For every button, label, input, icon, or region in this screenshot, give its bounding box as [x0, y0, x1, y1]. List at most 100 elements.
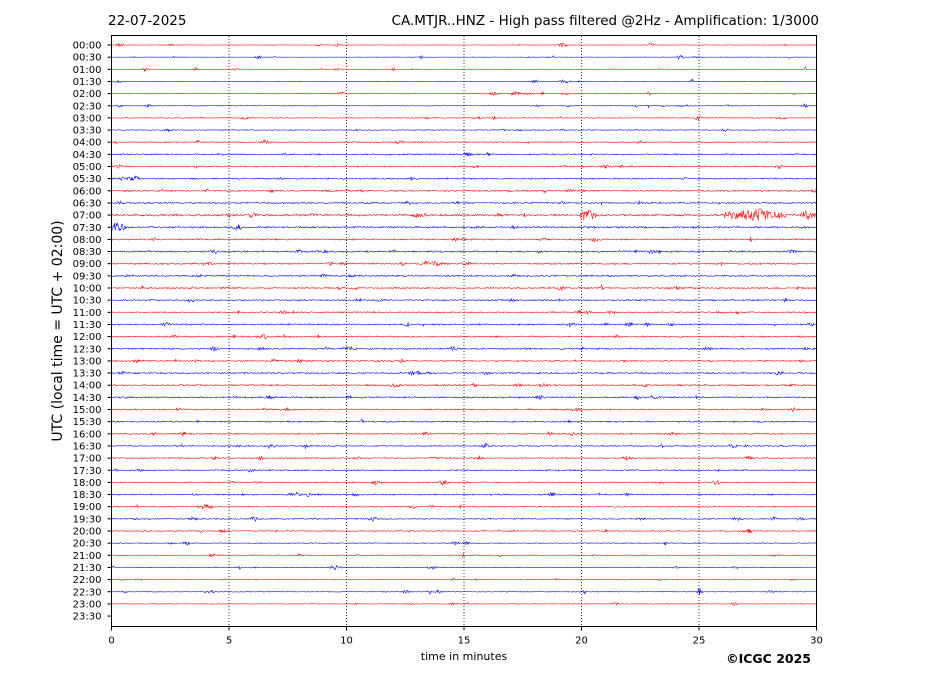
x-tick-label: 20 — [575, 636, 588, 647]
y-tick-label: 22:30 — [73, 587, 102, 598]
y-tick-label: 18:00 — [73, 478, 102, 489]
y-tick-label: 21:00 — [73, 551, 102, 562]
trace-row — [111, 151, 817, 157]
copyright-label: ©ICGC 2025 — [726, 651, 811, 666]
x-tick-label: 15 — [458, 636, 471, 647]
trace-row — [111, 297, 817, 303]
y-tick-label: 05:00 — [73, 162, 102, 173]
y-tick-label: 22:00 — [73, 575, 102, 586]
trace-row — [111, 394, 817, 401]
trace-row — [111, 283, 817, 291]
trace-row — [111, 528, 817, 534]
trace-row — [111, 564, 817, 571]
y-tick-label: 17:00 — [73, 454, 102, 465]
y-tick-label: 02:00 — [73, 89, 102, 100]
trace-row — [111, 200, 817, 206]
trace-row — [111, 515, 817, 522]
x-tick-label: 30 — [810, 636, 823, 647]
trace-row — [111, 175, 817, 182]
y-tick-label: 16:30 — [73, 441, 102, 452]
x-tick-label: 0 — [108, 636, 114, 647]
y-tick-label: 03:30 — [73, 126, 102, 137]
y-tick-label: 01:00 — [73, 65, 102, 76]
y-tick-label: 16:00 — [73, 429, 102, 440]
trace-row — [111, 273, 817, 278]
trace-row — [111, 406, 817, 413]
y-tick-label: 06:00 — [73, 186, 102, 197]
trace-row — [111, 66, 817, 72]
trace-row — [111, 503, 817, 510]
trace-row — [111, 54, 817, 61]
y-tick-label: 06:30 — [73, 198, 102, 209]
trace-row — [111, 103, 817, 109]
trace-row — [111, 163, 817, 170]
trace-row — [111, 358, 817, 364]
y-tick-label: 11:30 — [73, 320, 102, 331]
trace-row — [111, 588, 817, 595]
x-axis: 0 5 10 15 20 25 30 — [108, 626, 823, 647]
trace-row — [111, 552, 817, 558]
trace-row — [111, 455, 817, 461]
trace-row — [111, 78, 817, 84]
y-tick-label: 17:30 — [73, 466, 102, 477]
trace-row — [111, 345, 817, 352]
y-tick-label: 07:30 — [73, 223, 102, 234]
y-axis-label: UTC (local time = UTC + 02:00) — [50, 220, 66, 441]
trace-rows — [111, 42, 817, 606]
y-tick-label: 11:00 — [73, 308, 102, 319]
trace-row — [111, 139, 817, 145]
plot-frame — [111, 35, 817, 627]
y-tick-label: 19:30 — [73, 514, 102, 525]
trace-row — [111, 222, 817, 231]
y-tick-label: 03:00 — [73, 113, 102, 124]
date-label: 22-07-2025 — [108, 13, 186, 29]
y-tick-label: 04:30 — [73, 150, 102, 161]
y-tick-label: 23:00 — [73, 599, 102, 610]
trace-row — [111, 260, 817, 267]
trace-row — [111, 430, 817, 437]
trace-row — [111, 418, 817, 424]
y-tick-label: 13:00 — [73, 356, 102, 367]
y-tick-label: 01:30 — [73, 77, 102, 88]
y-tick-label: 21:30 — [73, 563, 102, 574]
chart-title: CA.MTJR..HNZ - High pass filtered @2Hz -… — [392, 13, 819, 29]
y-tick-label: 05:30 — [73, 174, 102, 185]
y-tick-label: 18:30 — [73, 490, 102, 501]
trace-row — [111, 128, 817, 133]
vertical-gridlines — [228, 36, 700, 627]
x-tick-label: 5 — [226, 636, 232, 647]
x-tick-label: 25 — [693, 636, 706, 647]
trace-row — [111, 188, 817, 194]
trace-row — [111, 491, 817, 498]
y-tick-label: 08:00 — [73, 235, 102, 246]
y-tick-label: 19:00 — [73, 502, 102, 513]
y-tick-label: 09:30 — [73, 271, 102, 282]
y-tick-label: 20:00 — [73, 527, 102, 538]
trace-row — [111, 602, 817, 606]
trace-row — [111, 309, 817, 316]
y-tick-label: 14:00 — [73, 381, 102, 392]
trace-row — [111, 208, 817, 221]
y-tick-label: 23:30 — [73, 612, 102, 623]
trace-row — [111, 236, 817, 243]
y-tick-label: 15:30 — [73, 417, 102, 428]
y-tick-label: 09:00 — [73, 259, 102, 270]
y-tick-label: 20:30 — [73, 539, 102, 550]
y-tick-label: 12:30 — [73, 344, 102, 355]
trace-row — [111, 115, 817, 122]
trace-row — [111, 577, 817, 582]
trace-row — [111, 91, 817, 97]
x-axis-label: time in minutes — [421, 650, 508, 663]
y-tick-label: 10:30 — [73, 296, 102, 307]
y-tick-label: 08:30 — [73, 247, 102, 258]
y-tick-label: 12:00 — [73, 332, 102, 343]
trace-row — [111, 382, 817, 389]
trace-row — [111, 249, 817, 255]
y-tick-label: 13:30 — [73, 369, 102, 380]
y-tick-label: 15:00 — [73, 405, 102, 416]
y-tick-label: 04:00 — [73, 138, 102, 149]
trace-row — [111, 321, 817, 328]
trace-row — [111, 540, 817, 546]
